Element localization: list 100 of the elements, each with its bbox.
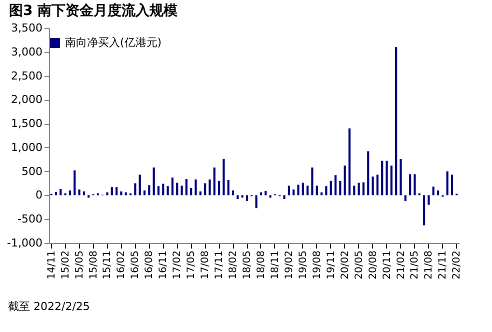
bar bbox=[316, 186, 318, 196]
x-tick-label: 15/08 bbox=[88, 250, 100, 280]
y-tick-label: -1,000 bbox=[7, 236, 42, 250]
bar bbox=[306, 186, 309, 196]
y-tick-label: 1,500 bbox=[11, 117, 42, 130]
x-tick-label: 20/11 bbox=[382, 250, 393, 280]
bar bbox=[269, 195, 272, 198]
bar bbox=[423, 195, 426, 226]
x-tick-label: 19/02 bbox=[284, 250, 295, 280]
x-tick-label: 18/11 bbox=[270, 250, 281, 280]
bar bbox=[390, 166, 392, 196]
bar bbox=[414, 174, 416, 196]
x-tick-label: 21/02 bbox=[396, 250, 407, 280]
bar bbox=[339, 180, 342, 196]
bar bbox=[381, 160, 384, 196]
y-tick-label: 2,000 bbox=[11, 93, 42, 106]
y-tick-label: 0 bbox=[36, 188, 42, 202]
bar bbox=[194, 179, 197, 196]
y-tick-label: 500 bbox=[22, 164, 42, 178]
bar bbox=[88, 195, 90, 198]
bar bbox=[120, 191, 122, 196]
bar bbox=[362, 182, 365, 196]
bar bbox=[148, 185, 150, 196]
bar bbox=[302, 182, 304, 196]
x-tick-label: 18/08 bbox=[256, 250, 267, 280]
y-tick-label: 3,500 bbox=[11, 22, 42, 34]
bar bbox=[334, 175, 337, 196]
bar bbox=[325, 186, 328, 196]
bar bbox=[446, 171, 448, 196]
bar bbox=[213, 168, 216, 196]
x-tick-label: 22/02 bbox=[452, 250, 463, 280]
bar bbox=[218, 180, 220, 196]
bar bbox=[386, 160, 388, 196]
x-tick-label: 21/08 bbox=[424, 250, 435, 280]
x-tick-label: 16/11 bbox=[158, 250, 170, 280]
bar bbox=[222, 158, 225, 196]
bar bbox=[152, 168, 155, 196]
bar bbox=[180, 186, 183, 196]
bar bbox=[246, 195, 248, 201]
bar bbox=[297, 184, 300, 196]
bar bbox=[227, 180, 230, 196]
bar bbox=[372, 176, 374, 196]
bar bbox=[376, 174, 379, 196]
bar bbox=[60, 189, 62, 196]
bar bbox=[106, 192, 108, 196]
x-tick-label: 19/08 bbox=[312, 250, 323, 280]
y-tick-label: 1,000 bbox=[11, 140, 42, 154]
x-tick-label: 16/02 bbox=[116, 250, 128, 280]
text: 截至 2022/2/25 bbox=[7, 299, 91, 315]
bar bbox=[241, 195, 244, 198]
bar bbox=[330, 180, 332, 196]
bar bbox=[171, 178, 174, 196]
bar bbox=[157, 186, 160, 196]
bar bbox=[395, 47, 398, 196]
x-tick-label: 19/05 bbox=[298, 250, 309, 280]
x-tick-label: 15/11 bbox=[102, 250, 114, 280]
bar bbox=[409, 174, 412, 196]
bar bbox=[436, 190, 440, 196]
bar bbox=[78, 189, 80, 196]
bar bbox=[68, 190, 72, 196]
y-tick-label: -500 bbox=[18, 212, 42, 226]
bar bbox=[204, 183, 206, 196]
bar bbox=[255, 195, 258, 208]
y-tick-label: 3,000 bbox=[11, 45, 42, 58]
bar bbox=[162, 184, 164, 196]
bar bbox=[353, 186, 356, 196]
bar bbox=[311, 168, 314, 196]
bar bbox=[450, 174, 454, 196]
bar bbox=[283, 195, 286, 200]
x-tick-label: 17/05 bbox=[186, 250, 198, 280]
bar bbox=[185, 178, 188, 196]
bar bbox=[138, 174, 141, 196]
bar bbox=[348, 128, 351, 196]
bar bbox=[208, 179, 211, 196]
bar bbox=[292, 189, 295, 196]
chart-title: 图3 南下资金月度流入规模 bbox=[9, 2, 179, 19]
x-tick-label: 14/11 bbox=[46, 250, 58, 280]
x-tick-label: 20/02 bbox=[340, 250, 351, 280]
bar bbox=[358, 182, 360, 196]
x-tick-label: 17/11 bbox=[214, 250, 226, 280]
x-tick-label: 20/05 bbox=[354, 250, 365, 280]
bar bbox=[428, 195, 430, 205]
x-tick-label: 21/11 bbox=[438, 250, 449, 280]
bar bbox=[110, 187, 113, 196]
bar bbox=[74, 170, 76, 196]
bar bbox=[116, 187, 118, 196]
x-tick-label: 18/05 bbox=[242, 250, 254, 280]
bar bbox=[288, 186, 290, 196]
x-tick-label: 16/05 bbox=[130, 250, 142, 280]
bar bbox=[232, 190, 234, 196]
bar bbox=[400, 158, 402, 196]
legend-label: 南向净买入(亿港元) bbox=[65, 36, 162, 49]
x-tick-label: 20/08 bbox=[368, 250, 379, 280]
bar bbox=[190, 188, 192, 196]
y-tick-label: 2,500 bbox=[11, 69, 42, 82]
bar bbox=[134, 183, 136, 196]
x-tick-label: 16/08 bbox=[144, 250, 156, 280]
bar bbox=[404, 195, 406, 201]
bar bbox=[143, 190, 146, 196]
x-tick-label: 18/02 bbox=[228, 250, 240, 280]
